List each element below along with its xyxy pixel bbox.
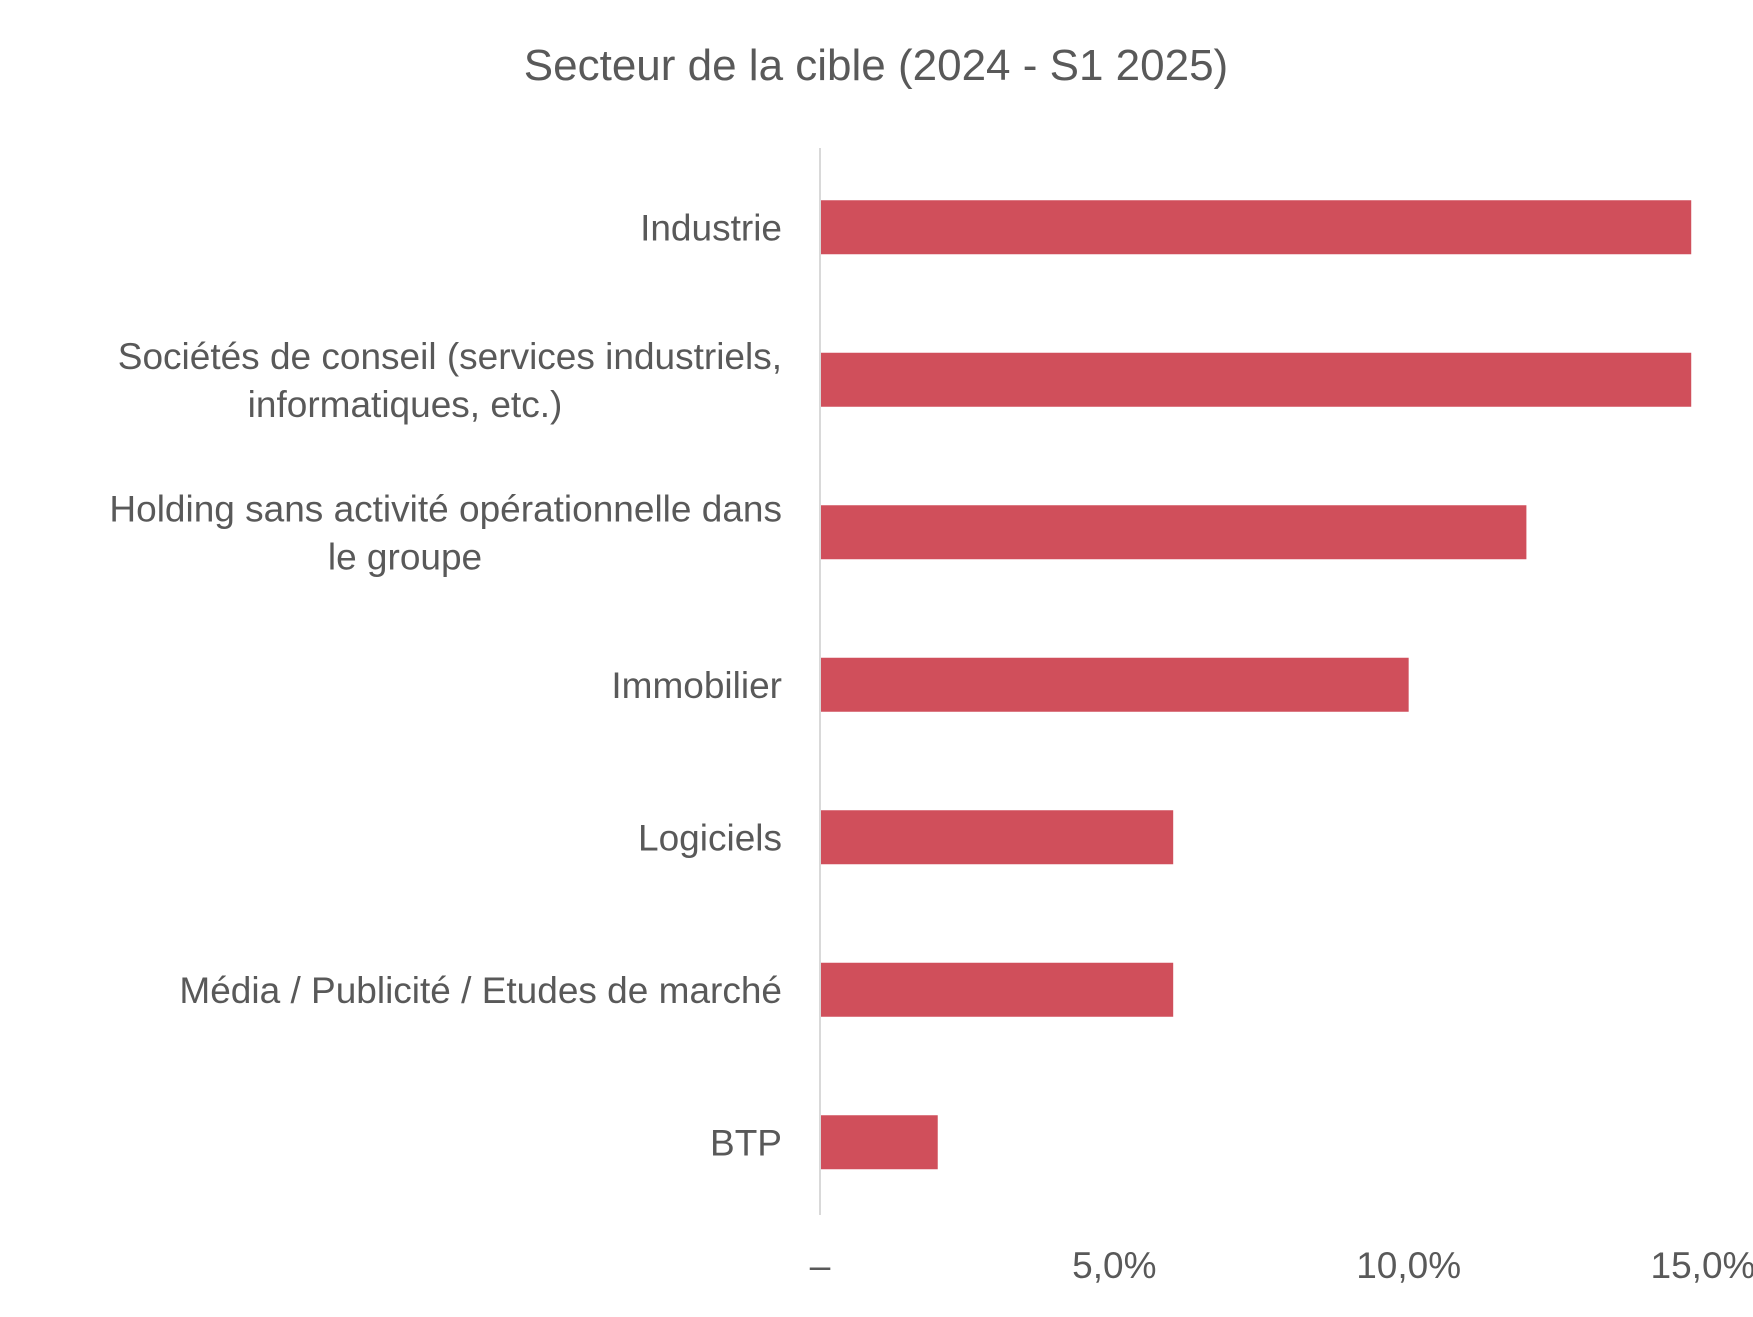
bar (820, 352, 1692, 407)
category-label: Logiciels (638, 817, 782, 858)
category-label-line: Sociétés de conseil (services industriel… (118, 336, 782, 377)
category-label-line: Immobilier (611, 665, 782, 706)
category-labels: Industrie Sociétés de conseil (services i… (109, 207, 782, 1163)
chart-title: Secteur de la cible (2024 - S1 2025) (524, 41, 1228, 90)
category-label-line: informatiques, etc.) (248, 384, 563, 425)
x-tick-label: – (810, 1245, 831, 1286)
x-tick-label: 5,0% (1072, 1245, 1156, 1286)
bar (820, 657, 1409, 712)
category-label: Sociétés de conseil (services industriel… (118, 336, 782, 425)
category-label: Holding sans activité opérationnelle dan… (109, 488, 782, 577)
category-label-line: Média / Publicité / Etudes de marché (179, 970, 782, 1011)
category-label: Immobilier (611, 665, 782, 706)
bar (820, 505, 1527, 560)
bar (820, 200, 1692, 255)
category-label: Média / Publicité / Etudes de marché (179, 970, 782, 1011)
x-tick-labels: – 5,0% 10,0% 15,0% (810, 1245, 1753, 1286)
bar (820, 1115, 938, 1170)
bar (820, 810, 1174, 865)
bar (820, 962, 1174, 1017)
category-label: Industrie (640, 207, 782, 248)
category-label-line: Industrie (640, 207, 782, 248)
category-label: BTP (710, 1122, 782, 1163)
x-tick-label: 15,0% (1651, 1245, 1753, 1286)
category-label-line: Logiciels (638, 817, 782, 858)
category-label-line: le groupe (328, 536, 482, 577)
category-label-line: BTP (710, 1122, 782, 1163)
bars-layer (820, 200, 1692, 1170)
x-tick-label: 10,0% (1356, 1245, 1461, 1286)
category-label-line: Holding sans activité opérationnelle dan… (109, 488, 782, 529)
